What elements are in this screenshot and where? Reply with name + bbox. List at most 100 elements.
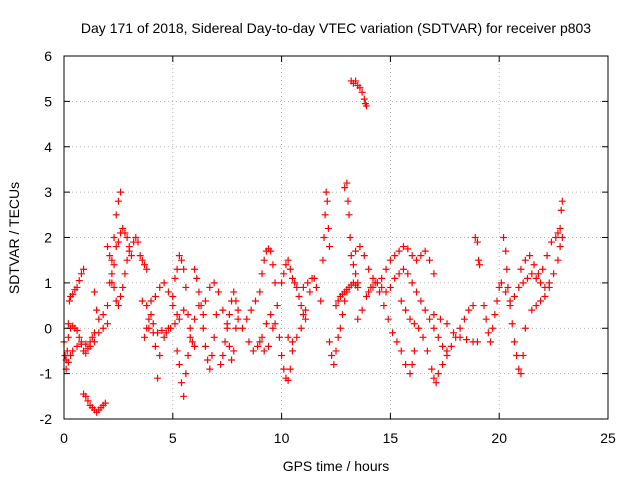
data-point	[271, 320, 279, 328]
data-point	[195, 288, 203, 296]
data-point	[284, 376, 292, 384]
data-point	[430, 311, 438, 319]
data-point	[320, 234, 328, 241]
data-point	[141, 261, 149, 269]
data-point	[173, 347, 181, 355]
data-point	[223, 324, 231, 332]
data-point	[354, 315, 362, 323]
data-point	[384, 315, 392, 323]
data-point	[365, 288, 373, 296]
data-point	[430, 324, 438, 332]
data-point	[393, 338, 401, 346]
data-point	[73, 327, 81, 335]
data-point	[188, 338, 196, 346]
data-point	[110, 283, 118, 291]
data-point	[258, 333, 266, 341]
data-point	[265, 342, 273, 350]
data-point	[408, 252, 416, 260]
data-point	[212, 311, 220, 319]
data-point	[295, 292, 303, 300]
data-point	[430, 270, 438, 278]
data-point	[345, 211, 353, 219]
data-point	[358, 306, 366, 314]
data-point	[373, 279, 381, 287]
data-point	[67, 351, 75, 359]
data-point	[447, 342, 455, 350]
data-point	[397, 347, 405, 355]
data-point	[506, 297, 514, 305]
data-point	[75, 333, 83, 341]
data-point	[82, 340, 90, 348]
data-point	[399, 243, 407, 251]
data-point	[417, 297, 425, 305]
data-point	[534, 270, 542, 278]
data-point	[413, 256, 421, 264]
data-point	[323, 197, 331, 205]
data-point	[151, 292, 159, 300]
data-point	[201, 297, 209, 305]
data-point	[406, 370, 414, 378]
x-tick-label: 10	[274, 430, 290, 446]
data-point	[408, 279, 416, 287]
data-point	[160, 333, 168, 341]
data-point	[108, 256, 116, 264]
data-point	[93, 306, 101, 314]
data-point	[288, 347, 296, 355]
data-point	[217, 361, 225, 369]
data-point	[482, 315, 490, 323]
data-point	[64, 320, 72, 328]
data-point	[284, 256, 292, 264]
data-point	[121, 229, 129, 237]
data-point	[234, 315, 242, 323]
x-tick-label: 0	[60, 430, 68, 446]
data-point	[69, 290, 77, 298]
data-point	[73, 342, 81, 350]
data-point	[523, 274, 531, 282]
data-point	[225, 342, 233, 350]
data-point	[317, 297, 325, 305]
data-point	[360, 252, 368, 260]
data-point	[267, 247, 275, 255]
data-point	[180, 265, 188, 273]
data-point	[238, 324, 246, 332]
data-point	[334, 297, 342, 305]
data-point	[500, 234, 508, 241]
data-point	[228, 356, 236, 364]
data-point	[386, 283, 394, 291]
data-point	[256, 338, 264, 346]
data-point	[386, 256, 394, 264]
data-point	[291, 279, 299, 287]
data-point	[119, 283, 127, 291]
data-point	[557, 206, 565, 214]
data-point	[101, 399, 109, 407]
data-point	[260, 256, 268, 264]
data-point	[556, 224, 564, 232]
data-point	[175, 361, 183, 369]
data-point	[356, 243, 364, 251]
data-point	[278, 279, 286, 287]
y-tick-label: -2	[40, 411, 53, 427]
data-point	[354, 279, 362, 287]
data-point	[169, 292, 177, 300]
data-point	[141, 333, 149, 341]
data-point	[80, 265, 88, 273]
data-point	[503, 265, 511, 273]
data-point	[362, 292, 370, 300]
data-point	[339, 311, 347, 319]
data-point	[273, 302, 281, 310]
data-point	[336, 324, 344, 332]
data-point	[112, 243, 120, 251]
data-point	[463, 336, 471, 344]
data-point	[491, 311, 499, 319]
data-point	[282, 261, 290, 269]
data-point	[341, 184, 349, 192]
data-point	[151, 342, 159, 350]
data-point	[219, 351, 227, 359]
data-point	[99, 324, 107, 332]
data-point	[286, 365, 294, 373]
data-point	[108, 279, 116, 287]
data-point	[186, 333, 194, 341]
data-point	[175, 252, 183, 260]
data-point	[260, 347, 268, 355]
